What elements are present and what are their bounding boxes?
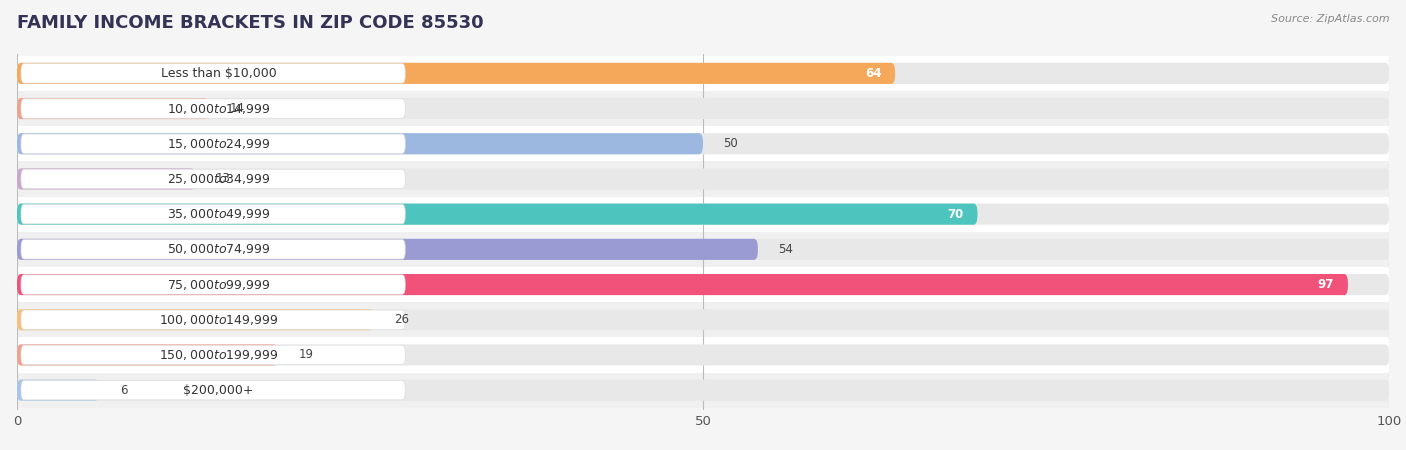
Bar xyxy=(17,302,1389,338)
Bar xyxy=(17,338,1389,373)
FancyBboxPatch shape xyxy=(17,98,1389,119)
Bar xyxy=(17,126,1389,162)
Text: $15,000 to $24,999: $15,000 to $24,999 xyxy=(167,137,270,151)
FancyBboxPatch shape xyxy=(17,309,1389,330)
FancyBboxPatch shape xyxy=(17,380,1389,400)
Text: 6: 6 xyxy=(120,384,128,396)
Bar xyxy=(17,232,1389,267)
Bar xyxy=(17,197,1389,232)
FancyBboxPatch shape xyxy=(17,203,1389,225)
Text: $75,000 to $99,999: $75,000 to $99,999 xyxy=(167,278,270,292)
FancyBboxPatch shape xyxy=(21,275,405,294)
FancyBboxPatch shape xyxy=(21,380,405,400)
FancyBboxPatch shape xyxy=(17,168,195,189)
FancyBboxPatch shape xyxy=(17,344,1389,365)
Text: 70: 70 xyxy=(948,207,963,220)
Text: $200,000+: $200,000+ xyxy=(183,384,254,396)
Bar xyxy=(17,267,1389,302)
FancyBboxPatch shape xyxy=(21,134,405,153)
FancyBboxPatch shape xyxy=(21,310,405,329)
Text: 64: 64 xyxy=(865,67,882,80)
Text: 19: 19 xyxy=(298,348,314,361)
Text: 26: 26 xyxy=(394,313,409,326)
Text: 97: 97 xyxy=(1317,278,1334,291)
Text: $50,000 to $74,999: $50,000 to $74,999 xyxy=(167,243,270,256)
FancyBboxPatch shape xyxy=(21,169,405,189)
Text: $150,000 to $199,999: $150,000 to $199,999 xyxy=(159,348,278,362)
FancyBboxPatch shape xyxy=(17,380,100,400)
FancyBboxPatch shape xyxy=(17,239,758,260)
Bar xyxy=(17,91,1389,126)
FancyBboxPatch shape xyxy=(17,274,1389,295)
FancyBboxPatch shape xyxy=(17,168,1389,189)
Text: Less than $10,000: Less than $10,000 xyxy=(160,67,277,80)
FancyBboxPatch shape xyxy=(17,274,1348,295)
Text: FAMILY INCOME BRACKETS IN ZIP CODE 85530: FAMILY INCOME BRACKETS IN ZIP CODE 85530 xyxy=(17,14,484,32)
FancyBboxPatch shape xyxy=(17,63,1389,84)
FancyBboxPatch shape xyxy=(21,345,405,365)
FancyBboxPatch shape xyxy=(17,239,1389,260)
FancyBboxPatch shape xyxy=(17,98,209,119)
FancyBboxPatch shape xyxy=(17,309,374,330)
Text: $100,000 to $149,999: $100,000 to $149,999 xyxy=(159,313,278,327)
Text: 14: 14 xyxy=(229,102,245,115)
FancyBboxPatch shape xyxy=(17,133,703,154)
FancyBboxPatch shape xyxy=(21,99,405,118)
Bar xyxy=(17,373,1389,408)
FancyBboxPatch shape xyxy=(21,204,405,224)
FancyBboxPatch shape xyxy=(17,63,896,84)
Text: 54: 54 xyxy=(779,243,793,256)
Text: 13: 13 xyxy=(217,172,231,185)
FancyBboxPatch shape xyxy=(17,133,1389,154)
FancyBboxPatch shape xyxy=(21,240,405,259)
FancyBboxPatch shape xyxy=(17,344,277,365)
Text: 50: 50 xyxy=(724,137,738,150)
FancyBboxPatch shape xyxy=(17,203,977,225)
Text: $25,000 to $34,999: $25,000 to $34,999 xyxy=(167,172,270,186)
Text: Source: ZipAtlas.com: Source: ZipAtlas.com xyxy=(1271,14,1389,23)
Bar xyxy=(17,56,1389,91)
FancyBboxPatch shape xyxy=(21,63,405,83)
Bar xyxy=(17,162,1389,197)
Text: $10,000 to $14,999: $10,000 to $14,999 xyxy=(167,102,270,116)
Text: $35,000 to $49,999: $35,000 to $49,999 xyxy=(167,207,270,221)
